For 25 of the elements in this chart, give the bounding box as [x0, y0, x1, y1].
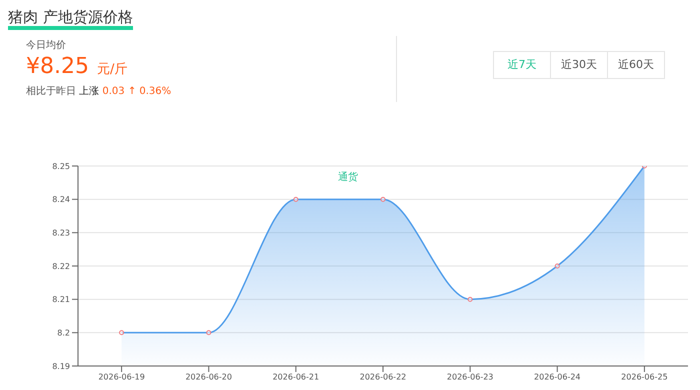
text: 今日均价 — [26, 39, 66, 52]
y-tick-label: 8.25 — [52, 162, 70, 171]
text: 0.03 ↑ 0.36% — [102, 86, 172, 97]
text: 上涨 — [79, 86, 100, 97]
text: 相比于昨日 — [26, 86, 76, 97]
x-tick-label: 2026-06-19 — [98, 372, 145, 382]
y-tick-label: 8.2 — [57, 328, 70, 338]
y-tick-label: 8.21 — [52, 295, 70, 304]
x-tick-label: 2026-06-20 — [185, 372, 232, 382]
text: ¥8.25 — [26, 54, 89, 79]
text: 近30天 — [550, 51, 608, 79]
text: 元/斤 — [96, 62, 128, 77]
y-tick-label: 8.22 — [52, 262, 70, 271]
x-tick-label: 2026-06-23 — [446, 372, 494, 382]
y-tick-label: 8.19 — [52, 362, 70, 371]
series-label: 通货 — [338, 172, 358, 183]
x-tick-label: 2026-06-24 — [534, 372, 581, 382]
y-tick-label: 8.23 — [52, 228, 70, 238]
chart-title: 猪肉 产地货源价格 — [8, 8, 133, 30]
x-tick-label: 2026-06-21 — [272, 372, 320, 382]
text: 近60天 — [607, 51, 665, 79]
x-tick-label: 2026-06-22 — [360, 372, 406, 382]
y-tick-label: 8.24 — [52, 195, 70, 204]
x-tick-label: 2026-06-25 — [621, 372, 668, 382]
text: 近7天 — [493, 51, 551, 79]
